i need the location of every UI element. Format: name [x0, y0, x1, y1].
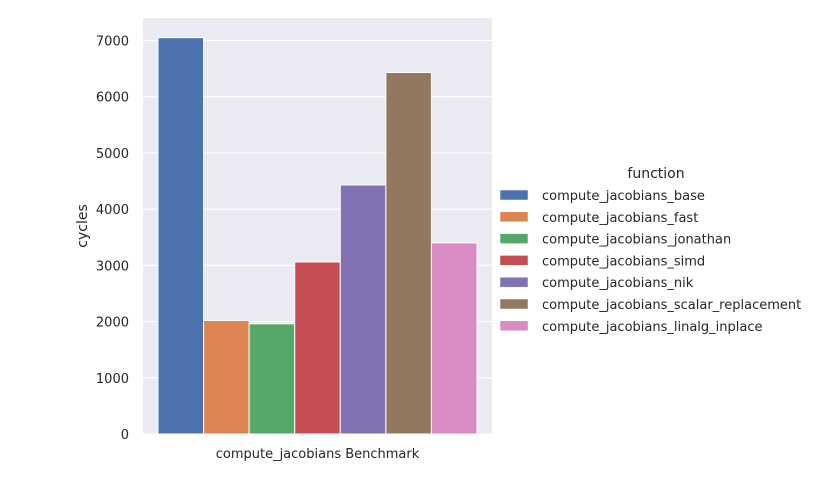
y-tick-label: 1000 — [96, 372, 129, 387]
legend-label: compute_jacobians_fast — [542, 211, 698, 226]
bars — [157, 37, 478, 435]
legend-swatch — [499, 276, 529, 288]
y-axis-ticks: 0 1000 2000 3000 4000 5000 6000 7000 — [96, 34, 129, 443]
legend-swatch — [499, 320, 529, 332]
y-tick-label: 6000 — [96, 91, 129, 106]
legend: compute_jacobians_base compute_jacobians_… — [499, 189, 801, 335]
bar — [339, 184, 387, 435]
legend-swatch — [499, 211, 529, 223]
y-axis-label: cycles — [75, 204, 91, 247]
x-tick-label: compute_jacobians Benchmark — [216, 447, 420, 462]
y-tick-label: 5000 — [96, 147, 129, 162]
legend-label: compute_jacobians_jonathan — [542, 233, 731, 248]
y-tick-label: 2000 — [96, 316, 129, 331]
legend-title: function — [627, 166, 684, 182]
legend-label: compute_jacobians_scalar_replacement — [542, 298, 801, 313]
legend-swatch — [499, 189, 529, 201]
legend-label: compute_jacobians_base — [542, 189, 705, 204]
legend-label: compute_jacobians_simd — [542, 254, 705, 269]
bar — [248, 323, 296, 435]
legend-swatch — [499, 233, 529, 244]
y-tick-label: 0 — [121, 428, 129, 443]
y-tick-label: 4000 — [96, 203, 129, 218]
legend-swatch — [499, 298, 529, 310]
bar — [294, 261, 341, 435]
legend-swatch — [499, 255, 529, 266]
bar — [385, 72, 432, 435]
bar — [157, 37, 205, 435]
legend-label: compute_jacobians_nik — [542, 276, 694, 291]
bar — [203, 319, 250, 435]
y-tick-label: 3000 — [96, 259, 129, 274]
y-tick-label: 7000 — [96, 34, 129, 49]
legend-label: compute_jacobians_linalg_inplace — [542, 320, 763, 335]
bar — [430, 242, 478, 435]
